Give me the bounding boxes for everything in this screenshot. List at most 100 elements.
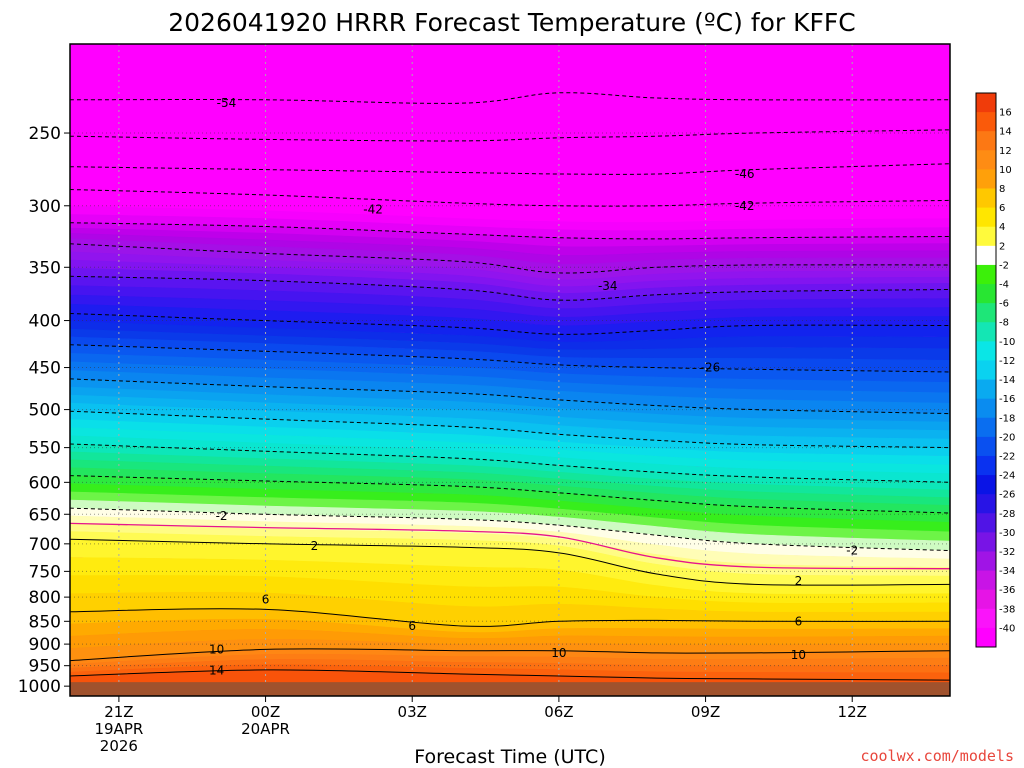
colorbar-label: -14 xyxy=(999,375,1015,386)
contour-label-text: 14 xyxy=(209,664,224,678)
colorbar-swatch xyxy=(976,379,996,400)
ground-fill xyxy=(70,682,950,696)
colorbar-label: -8 xyxy=(999,318,1009,329)
colorbar-label: -36 xyxy=(999,585,1015,596)
colorbar-legend: 16 14 12 10 8 6 4 2 -2 -4 -6 -8 -10 -12 -14 -16 -18 -20 -2… xyxy=(975,92,1015,648)
contour-label: -42 xyxy=(363,203,383,217)
colorbar-label: 14 xyxy=(999,127,1012,138)
colorbar-swatch xyxy=(976,169,996,189)
temperature-bands xyxy=(70,44,950,736)
ground-layer xyxy=(70,682,950,696)
colorbar-label: -40 xyxy=(999,623,1015,634)
contour-label: -46 xyxy=(735,167,755,181)
colorbar-swatch xyxy=(976,226,996,247)
contour-label-text: 6 xyxy=(262,593,270,607)
colorbar-label: 2 xyxy=(999,241,1005,252)
colorbar-label: -12 xyxy=(999,356,1015,367)
x-tick-label: 20APR xyxy=(241,720,290,738)
colorbar-frame xyxy=(975,92,997,648)
contour-label: 2 xyxy=(795,574,803,588)
colorbar-swatch xyxy=(976,284,996,304)
colorbar-swatch xyxy=(976,112,996,132)
contour-label-text: 2 xyxy=(795,574,803,588)
isotherm--22 xyxy=(70,344,950,373)
colorbar-label: -22 xyxy=(999,451,1015,462)
isotherm--38 xyxy=(70,222,950,240)
contour-label-text: -42 xyxy=(363,203,383,217)
y-tick-label: 950 xyxy=(29,657,61,677)
x-tick-label: 06Z xyxy=(544,703,573,721)
contour-label-text: -42 xyxy=(735,199,755,213)
contour-label: -2 xyxy=(216,509,228,523)
contour-label: 10 xyxy=(209,642,224,656)
y-tick-label: 550 xyxy=(29,439,61,459)
temperature-band xyxy=(70,719,950,736)
isotherm--6 xyxy=(70,475,950,514)
colorbar-label: -6 xyxy=(999,299,1009,310)
colorbar-label: 8 xyxy=(999,184,1005,195)
colorbar-swatch xyxy=(976,436,996,457)
isotherm--2 xyxy=(70,507,950,552)
contour-label: 6 xyxy=(408,619,416,633)
contour-label: 10 xyxy=(791,648,806,662)
y-tick-label: 700 xyxy=(29,535,61,555)
contour-label-text: -34 xyxy=(598,279,618,293)
colorbar-label: -18 xyxy=(999,413,1015,424)
colorbar-label: -30 xyxy=(999,528,1015,539)
contour-label: -26 xyxy=(701,361,721,375)
contour-label: -2 xyxy=(846,544,858,558)
colorbar-label: 10 xyxy=(999,165,1012,176)
contour-label: -42 xyxy=(735,199,755,213)
colorbar-label: -34 xyxy=(999,566,1015,577)
colorbar-swatch xyxy=(976,589,996,610)
colorbar-swatch xyxy=(976,532,996,552)
isotherm--42 xyxy=(70,189,950,207)
isotherm--10 xyxy=(70,443,950,483)
contour-label-text: -2 xyxy=(216,509,228,523)
isotherm-10 xyxy=(70,648,950,662)
isotherm-2 xyxy=(70,538,950,586)
colorbar-swatch xyxy=(976,608,996,629)
contour-label-text: 6 xyxy=(795,614,803,628)
colorbar-label: -10 xyxy=(999,337,1015,348)
colorbar-label: 6 xyxy=(999,203,1005,214)
colorbar-swatch xyxy=(976,303,996,323)
contour-label: 6 xyxy=(262,593,270,607)
colorbar-swatch xyxy=(976,570,996,591)
contour-label: 10 xyxy=(551,646,566,660)
colorbar-label: -16 xyxy=(999,394,1015,405)
y-tick-label: 900 xyxy=(29,635,61,655)
contour-label-text: -54 xyxy=(217,96,237,110)
colorbar-label: -24 xyxy=(999,471,1015,482)
freezing-line xyxy=(70,522,950,570)
x-tick-label: 09Z xyxy=(691,703,720,721)
colorbar-swatch xyxy=(976,264,996,285)
y-tick-label: 650 xyxy=(29,505,61,525)
x-tick-label: 00Z xyxy=(251,703,280,721)
colorbar-swatch xyxy=(976,513,996,533)
y-tick-label: 800 xyxy=(29,588,61,608)
contour-label: -54 xyxy=(217,96,237,110)
colorbar-swatch xyxy=(976,245,996,266)
colorbar-swatch xyxy=(976,627,996,648)
contour-label-text: 10 xyxy=(791,648,806,662)
contour-label-text: 10 xyxy=(551,646,566,660)
colorbar-swatch xyxy=(976,131,996,151)
colorbar-swatch xyxy=(976,398,996,419)
y-tick-label: 350 xyxy=(29,258,61,278)
contour-labels: -54 -46 -42 -42 -34 -26 -2 -2 2 2 6 6 6 10 10 10 14 xyxy=(209,96,858,677)
x-tick-label: 12Z xyxy=(838,703,867,721)
contour-label: 2 xyxy=(311,539,319,553)
colorbar-swatch xyxy=(976,360,996,380)
colorbar-label: -26 xyxy=(999,490,1015,501)
colorbar-label: 4 xyxy=(999,222,1005,233)
colorbar-label: -2 xyxy=(999,260,1009,271)
isotherm-6 xyxy=(70,608,950,627)
contour-label-text: -46 xyxy=(735,167,755,181)
x-tick-label: 2026 xyxy=(100,737,138,755)
isotherm--26 xyxy=(70,313,950,335)
y-tick-label: 1000 xyxy=(18,677,61,697)
plot-frame xyxy=(69,43,951,697)
y-tick-label: 450 xyxy=(29,359,61,379)
